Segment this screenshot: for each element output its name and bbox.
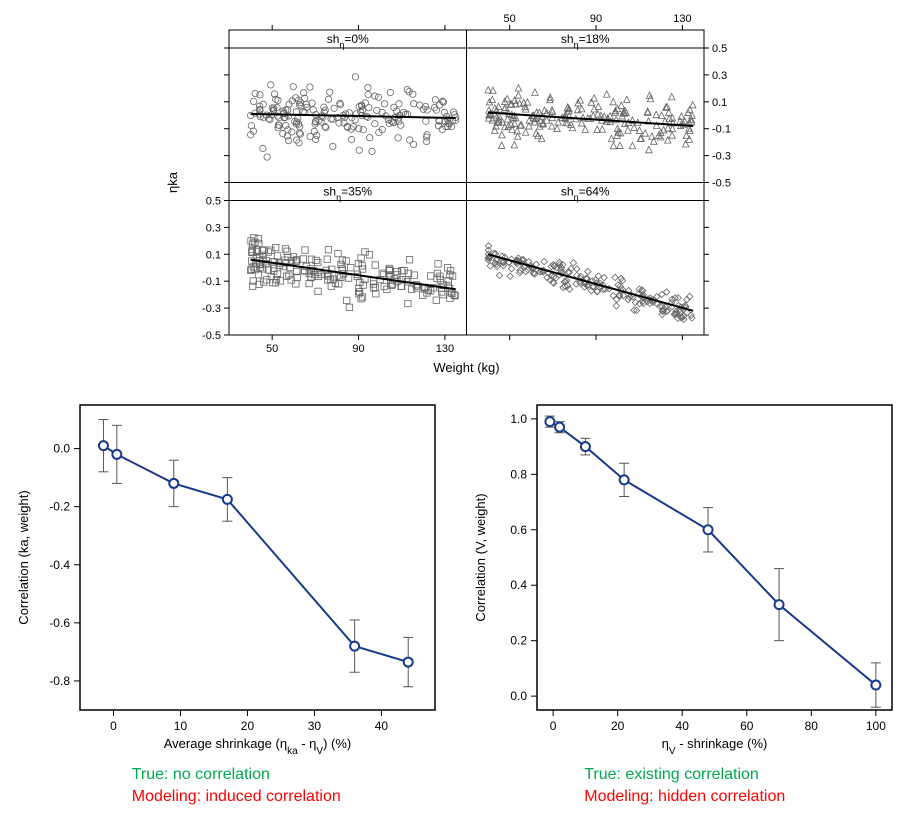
svg-text:-0.2: -0.2 — [49, 500, 70, 514]
svg-text:20: 20 — [611, 719, 625, 733]
caption-right-true: True: existing correlation — [584, 764, 785, 786]
caption-left-model: Modeling: induced correlation — [132, 786, 341, 808]
svg-text:0.2: 0.2 — [510, 634, 527, 648]
figure-container: ηkaWeight (kg)shη=0%shη=18%5090130-0.5-0… — [10, 10, 907, 807]
svg-text:Correlation (ka, weight): Correlation (ka, weight) — [16, 490, 31, 624]
svg-text:0: 0 — [550, 719, 557, 733]
svg-text:90: 90 — [589, 13, 601, 25]
svg-text:20: 20 — [241, 719, 255, 733]
svg-text:0.3: 0.3 — [205, 222, 220, 234]
svg-text:0.4: 0.4 — [510, 578, 527, 592]
svg-text:0.1: 0.1 — [712, 97, 727, 109]
svg-text:0.1: 0.1 — [205, 249, 220, 261]
svg-text:0.6: 0.6 — [510, 523, 527, 537]
svg-text:Weight (kg): Weight (kg) — [433, 360, 499, 375]
svg-text:Average shrinkage (ηka - ηV) (: Average shrinkage (ηka - ηV) (%) — [164, 736, 352, 757]
svg-text:50: 50 — [503, 13, 515, 25]
svg-text:0.5: 0.5 — [712, 43, 727, 55]
caption-left-true: True: no correlation — [132, 764, 341, 786]
svg-text:-0.4: -0.4 — [49, 558, 70, 572]
svg-text:40: 40 — [375, 719, 389, 733]
svg-text:0.8: 0.8 — [510, 467, 527, 481]
svg-text:-0.8: -0.8 — [49, 674, 70, 688]
svg-text:1.0: 1.0 — [510, 412, 527, 426]
svg-text:100: 100 — [866, 719, 886, 733]
svg-text:ηV - shrinkage (%): ηV - shrinkage (%) — [662, 736, 768, 757]
svg-text:Correlation (V, weight): Correlation (V, weight) — [473, 493, 488, 621]
svg-text:30: 30 — [308, 719, 322, 733]
svg-text:0.0: 0.0 — [510, 689, 527, 703]
top-scatter-grid: ηkaWeight (kg)shη=0%shη=18%5090130-0.5-0… — [159, 10, 759, 380]
bottom-left-chart: 0 10 20 30 40 -0.8 -0.6 -0.4 -0.2 0.0 Correlation … — [10, 390, 450, 760]
svg-text:40: 40 — [676, 719, 690, 733]
svg-text:50: 50 — [266, 343, 278, 355]
svg-text:ηka: ηka — [165, 171, 180, 193]
svg-text:0: 0 — [110, 719, 117, 733]
svg-text:-0.1: -0.1 — [202, 276, 221, 288]
svg-text:-0.6: -0.6 — [49, 616, 70, 630]
caption-row: True: no correlation Modeling: induced c… — [10, 764, 907, 807]
bottom-right-chart: 0 20 40 60 80 100 0.0 0.2 0.4 0.6 0.8 1.0 Correlatio… — [467, 390, 907, 760]
svg-text:-0.5: -0.5 — [202, 330, 221, 342]
svg-text:60: 60 — [740, 719, 754, 733]
svg-text:-0.1: -0.1 — [712, 124, 731, 136]
svg-text:130: 130 — [435, 343, 453, 355]
svg-text:0.0: 0.0 — [53, 442, 70, 456]
svg-text:0.3: 0.3 — [712, 70, 727, 82]
svg-text:90: 90 — [352, 343, 364, 355]
svg-text:-0.3: -0.3 — [712, 151, 731, 163]
svg-text:-0.5: -0.5 — [712, 178, 731, 190]
svg-text:80: 80 — [805, 719, 819, 733]
svg-text:-0.3: -0.3 — [202, 303, 221, 315]
caption-right: True: existing correlation Modeling: hid… — [584, 764, 785, 807]
svg-text:10: 10 — [174, 719, 188, 733]
caption-left: True: no correlation Modeling: induced c… — [132, 764, 341, 807]
caption-right-model: Modeling: hidden correlation — [584, 786, 785, 808]
svg-text:130: 130 — [673, 13, 691, 25]
svg-text:0.5: 0.5 — [205, 196, 220, 208]
